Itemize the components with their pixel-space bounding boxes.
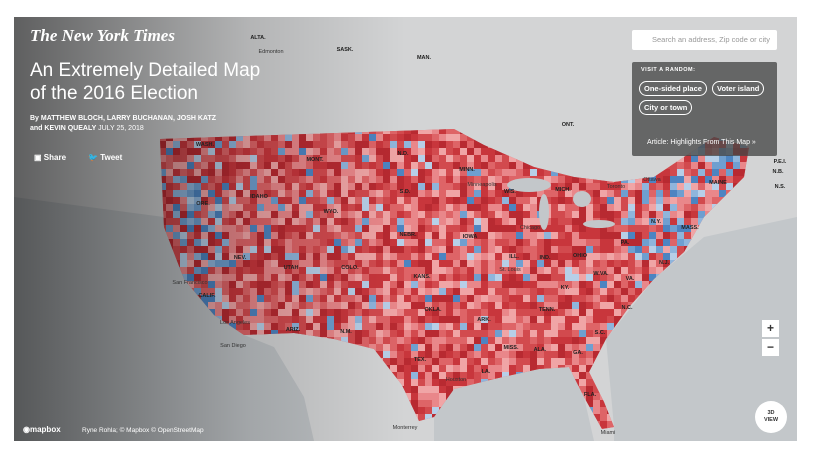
region-label: N.Y. [650,219,662,225]
region-label: SASK. [336,47,354,53]
region-label: ALTA. [250,35,266,41]
random-button[interactable]: City or town [639,100,693,115]
city-label: Toronto [606,184,626,190]
region-label: FLA. [583,392,597,398]
byline: By MATTHEW BLOCH, LARRY BUCHANAN, JOSH K… [30,114,216,134]
region-label: MASS. [681,225,699,231]
region-label: ILL. [509,254,519,260]
region-label: VA. [625,276,635,282]
region-label: NEV. [233,255,247,261]
logo[interactable]: The New York Times [30,26,175,45]
region-label: COLO. [341,265,359,271]
region-label: MISS. [503,345,519,351]
random-button[interactable]: One-sided place [639,81,707,96]
view-3d-text: 3D VIEW [755,401,787,424]
region-label: MICH. [555,187,571,193]
region-label: MINN. [459,167,475,173]
city-label: Los Angeles [220,320,250,326]
region-label: WYO. [323,209,339,215]
random-heading: VISIT A RANDOM: [641,67,696,73]
city-label: Monterrey [392,425,418,431]
city-label: Ottawa [643,177,661,183]
view-3d-button[interactable]: 3D VIEW [755,401,787,433]
share-text: Share [43,153,67,162]
region-label: N.J. [658,260,670,266]
region-label: MAN. [416,55,432,61]
city-label: Edmonton [258,49,284,55]
title: An Extremely Detailed Map of the 2016 Ele… [30,59,260,105]
region-label: KANS. [413,274,431,280]
byline-line: and KEVIN QUEALY JULY 25, 2018 [30,124,216,134]
map-frame: The New York Times An Extremely Detailed… [14,17,797,441]
random-panel: VISIT A RANDOM: One-sided place Voter is… [632,62,777,156]
region-label: N.C. [621,305,633,311]
region-label: CALIF. [198,293,216,299]
city-label: San Francisco [172,280,208,286]
region-label: WASH. [195,142,215,148]
attribution: Ryne Rohla; © Mapbox © OpenStreetMap [82,427,204,434]
tweet-button[interactable]: 🐦 Tweet [88,153,123,162]
region-label: KY. [560,285,570,291]
region-label: PA. [620,240,630,246]
region-label: ARIZ. [285,327,301,333]
mapbox-text: mapbox [29,425,61,434]
region-label: LA. [481,369,491,375]
city-label: Houston [445,377,467,383]
zoom-out[interactable]: − [762,339,779,356]
region-label: N.M. [340,329,352,335]
region-label: TEX. [413,357,427,363]
region-label: ARK. [477,317,491,323]
mapbox-logo[interactable]: ◉mapbox [23,425,61,434]
byline-line: By MATTHEW BLOCH, LARRY BUCHANAN, JOSH K… [30,115,217,122]
view-3d-line: 3D [767,410,775,416]
region-label: ORE. [196,201,210,207]
region-label: NEBR. [399,232,417,238]
region-label: S.C. [594,330,606,336]
search-placeholder: Search an address, Zip code or city [652,35,770,44]
region-label: N.S. [774,184,786,190]
region-label: GA. [573,350,583,356]
random-button[interactable]: Voter island [712,81,765,96]
region-label: W.VA. [593,271,609,277]
city-label: San Diego [220,343,246,349]
byline-names: and KEVIN QUEALY [30,125,97,132]
article-link[interactable]: Article: Highlights From This Map » [647,139,756,146]
region-label: OKLA. [424,307,442,313]
city-label: St. Louis [499,267,521,273]
title-line: An Extremely Detailed Map [30,60,261,81]
region-label: ONT. [561,122,575,128]
region-label: N.D. [397,151,409,157]
region-label: MONT. [306,157,324,163]
city-label: Chicago [519,225,541,231]
region-label: IND. [539,255,551,261]
region-label: P.E.I. [773,159,787,165]
region-label: UTAH [283,265,299,271]
region-label: ALA. [533,347,547,353]
region-label: IDAHO [250,194,268,200]
region-label: TENN. [538,307,556,313]
tweet-text: Tweet [100,153,123,162]
region-label: S.D. [399,189,411,195]
zoom-in[interactable]: + [762,320,779,337]
city-label: Miami [600,430,616,436]
view-3d-line: VIEW [763,417,779,423]
city-label: Minneapolis [467,182,497,188]
region-label: WIS. [504,189,516,195]
region-label: MAINE [709,180,727,186]
share-button[interactable]: ▣ Share [34,153,67,162]
region-label: IOWA [462,234,478,240]
region-label: N.B. [772,169,784,175]
region-label: OHIO [572,253,588,259]
search-box[interactable]: Search an address, Zip code or city [632,30,777,50]
title-line: of the 2016 Election [30,83,198,104]
date: JULY 25, 2018 [98,125,144,132]
